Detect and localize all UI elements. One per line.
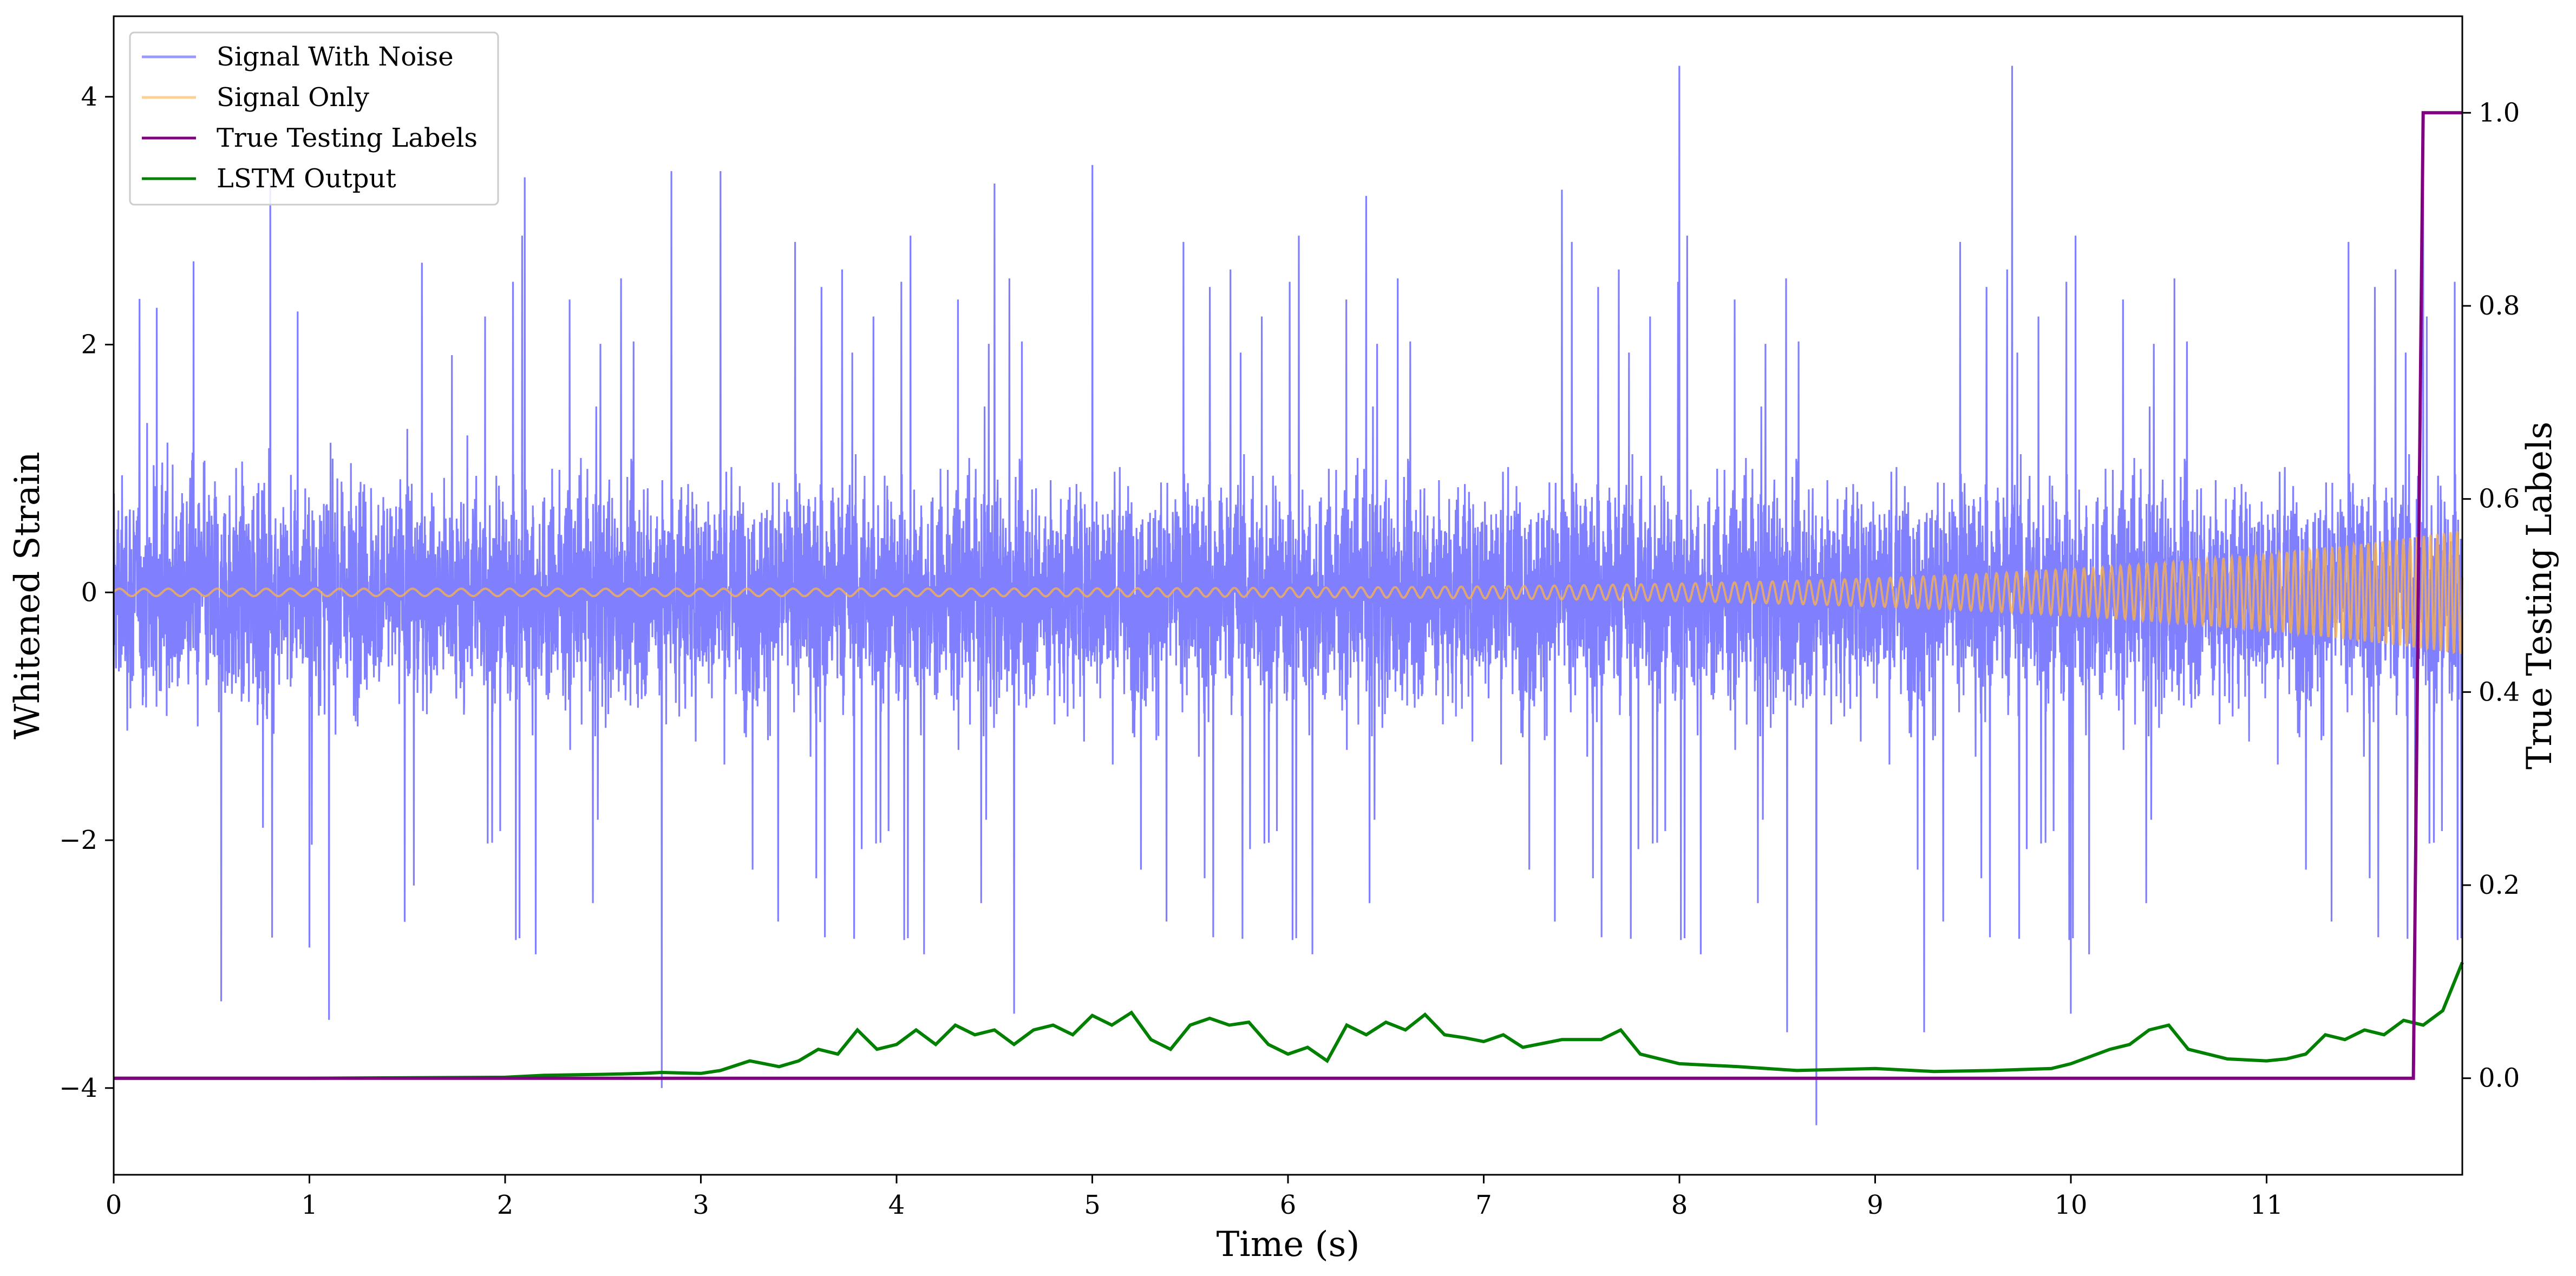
series-signal-only [113,531,2463,655]
x-tick-label: 0 [106,1190,122,1220]
legend: Signal With Noise Signal Only True Testi… [129,31,499,206]
x-axis-ticks: 0 1 2 3 4 5 6 7 8 9 10 11 [106,1175,2283,1220]
y-left-tick-label: 2 [81,330,97,360]
lstm-output-line [114,961,2464,1080]
series-lstm-output [114,961,2464,1080]
x-tick-label: 9 [1867,1190,1884,1220]
signal-with-noise-line [113,66,2463,1126]
y-axis-left-label: Whitened Strain [8,451,48,739]
x-tick-label: 2 [497,1190,514,1220]
legend-box [129,31,499,206]
y-left-tick-label: −4 [59,1073,97,1103]
y-right-tick-label: 0.8 [2479,291,2520,321]
true-testing-labels-line [114,111,2462,1080]
y-left-tick-label: −2 [59,825,97,855]
series-signal-with-noise [113,66,2463,1126]
legend-label-lstm-output: LSTM Output [217,163,396,194]
y-axis-left-ticks: −4 −2 0 2 4 [59,82,114,1103]
x-tick-label: 3 [692,1190,709,1220]
x-tick-label: 11 [2250,1190,2283,1220]
x-axis-label: Time (s) [1217,1225,1360,1265]
y-right-tick-label: 0.6 [2479,484,2520,514]
x-tick-label: 5 [1084,1190,1101,1220]
signal-only-line [113,531,2463,655]
x-tick-label: 10 [2054,1190,2087,1220]
legend-label-true-testing-labels: True Testing Labels [217,123,478,153]
x-tick-label: 8 [1671,1190,1688,1220]
x-tick-label: 1 [301,1190,318,1220]
series-true-testing-labels [114,111,2462,1080]
x-tick-label: 6 [1280,1190,1297,1220]
x-tick-label: 7 [1475,1190,1492,1220]
x-tick-label: 4 [888,1190,905,1220]
y-right-tick-label: 0.2 [2479,870,2520,900]
y-right-tick-label: 1.0 [2479,97,2520,128]
y-right-tick-label: 0.0 [2479,1063,2520,1094]
y-axis-right-label: True Testing Labels [2520,422,2560,770]
y-left-tick-label: 0 [81,577,97,607]
y-axis-right-ticks: 0.0 0.2 0.4 0.6 0.8 1.0 [2462,97,2520,1094]
y-left-tick-label: 4 [81,82,97,112]
y-right-tick-label: 0.4 [2479,677,2520,707]
legend-label-signal-only: Signal Only [217,82,369,113]
legend-label-signal-with-noise: Signal With Noise [217,42,454,72]
